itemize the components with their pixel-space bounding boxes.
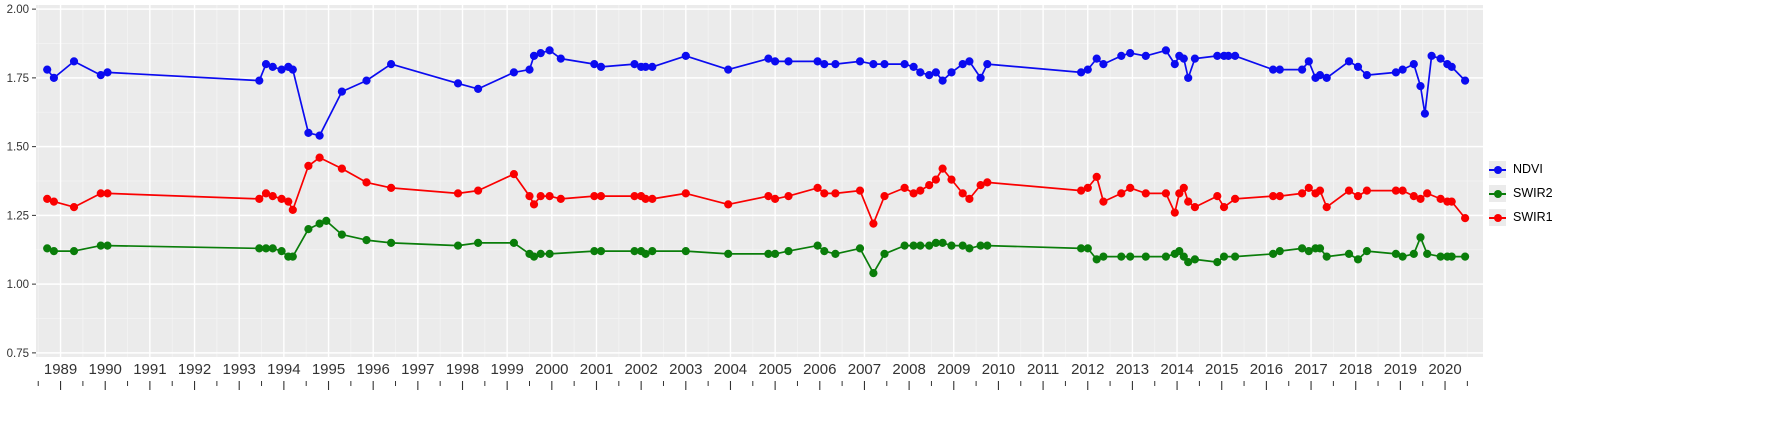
svg-text:2000: 2000 — [535, 361, 568, 378]
svg-text:1998: 1998 — [446, 361, 479, 378]
svg-text:1995: 1995 — [312, 361, 345, 378]
svg-text:1991: 1991 — [133, 361, 166, 378]
svg-text:1989: 1989 — [44, 361, 77, 378]
svg-text:2018: 2018 — [1339, 361, 1372, 378]
svg-text:2017: 2017 — [1294, 361, 1327, 378]
svg-text:0.75: 0.75 — [7, 348, 29, 360]
svg-text:1992: 1992 — [178, 361, 211, 378]
svg-text:2013: 2013 — [1116, 361, 1149, 378]
svg-text:2016: 2016 — [1250, 361, 1283, 378]
legend-label-ndvi: NDVI — [1513, 162, 1543, 176]
svg-text:2008: 2008 — [892, 361, 925, 378]
legend-point-icon — [1493, 165, 1502, 174]
svg-text:2005: 2005 — [758, 361, 791, 378]
svg-text:1997: 1997 — [401, 361, 434, 378]
svg-text:1.25: 1.25 — [7, 210, 29, 222]
svg-text:2010: 2010 — [982, 361, 1015, 378]
svg-text:2003: 2003 — [669, 361, 702, 378]
y-axis: 0.75 1.00 1.25 1.50 1.75 2.00 — [7, 4, 36, 360]
legend-entry-swir2: SWIR2 — [1489, 185, 1553, 202]
svg-text:1.00: 1.00 — [7, 279, 29, 291]
svg-text:2002: 2002 — [624, 361, 657, 378]
svg-text:2012: 2012 — [1071, 361, 1104, 378]
svg-text:1999: 1999 — [490, 361, 523, 378]
legend-key-swir1 — [1489, 209, 1506, 226]
svg-text:2020: 2020 — [1428, 361, 1461, 378]
svg-text:2011: 2011 — [1027, 361, 1059, 378]
legend-entry-swir1: SWIR1 — [1489, 209, 1553, 226]
x-axis: 1989 1990 1991 1992 1993 1994 1995 1996 1997 1998… — [37, 361, 1468, 390]
svg-text:2004: 2004 — [714, 361, 747, 378]
svg-text:2009: 2009 — [937, 361, 970, 378]
legend-key-swir2 — [1489, 185, 1506, 202]
svg-text:1990: 1990 — [89, 361, 122, 378]
legend-entry-ndvi: NDVI — [1489, 161, 1553, 178]
svg-text:1.75: 1.75 — [7, 73, 29, 85]
svg-text:1993: 1993 — [223, 361, 256, 378]
svg-text:2001: 2001 — [580, 361, 613, 378]
chart-legend: NDVI SWIR2 SWIR1 — [1489, 161, 1553, 226]
svg-text:1.50: 1.50 — [7, 142, 29, 154]
series-swir2 — [43, 216, 1470, 278]
legend-point-icon — [1493, 189, 1502, 198]
svg-text:2.00: 2.00 — [7, 4, 29, 16]
legend-label-swir1: SWIR1 — [1513, 210, 1553, 224]
series-swir1 — [43, 153, 1470, 228]
svg-text:2014: 2014 — [1160, 361, 1193, 378]
legend-point-icon — [1493, 213, 1502, 222]
legend-label-swir2: SWIR2 — [1513, 186, 1553, 200]
svg-text:1994: 1994 — [267, 361, 300, 378]
svg-text:2007: 2007 — [848, 361, 881, 378]
legend-key-ndvi — [1489, 161, 1506, 178]
svg-text:1996: 1996 — [356, 361, 389, 378]
series-ndvi — [43, 46, 1470, 140]
svg-text:2015: 2015 — [1205, 361, 1238, 378]
svg-text:2019: 2019 — [1384, 361, 1417, 378]
svg-text:2006: 2006 — [803, 361, 836, 378]
